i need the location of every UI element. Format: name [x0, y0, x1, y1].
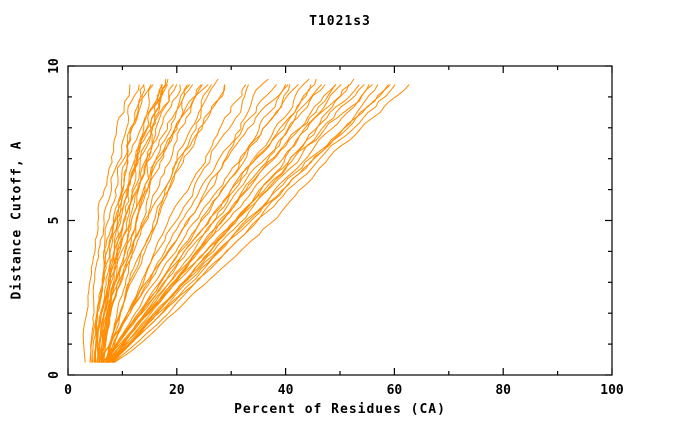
x-tick-label: 20	[169, 383, 185, 398]
data-curve	[107, 84, 350, 363]
data-curve	[105, 84, 370, 363]
data-curve	[107, 84, 299, 363]
data-curve	[107, 84, 373, 363]
x-tick-label: 100	[600, 383, 624, 398]
data-curve	[106, 84, 212, 363]
x-tick-label: 0	[64, 383, 72, 398]
data-curve	[104, 84, 312, 363]
data-curve	[93, 84, 154, 363]
y-tick-label: 0	[47, 371, 62, 379]
data-curve	[113, 84, 410, 364]
data-curve	[89, 84, 140, 363]
x-tick-label: 60	[387, 383, 403, 398]
data-curve	[111, 84, 336, 363]
data-curve	[82, 84, 131, 363]
data-curve	[105, 84, 225, 363]
data-curve	[98, 84, 174, 363]
y-tick-label: 5	[47, 217, 62, 225]
data-curve	[106, 78, 317, 363]
data-curve	[95, 84, 163, 363]
x-tick-label: 80	[495, 383, 511, 398]
data-curve	[97, 84, 277, 363]
x-tick-label: 40	[278, 383, 294, 398]
data-curve	[98, 78, 167, 363]
data-curve	[112, 84, 389, 363]
chart-title: T1021s3	[309, 14, 371, 29]
data-curve	[109, 84, 391, 363]
data-curve	[103, 84, 209, 363]
data-curve	[105, 84, 203, 363]
data-curve	[100, 78, 219, 363]
data-curve	[103, 84, 326, 363]
data-curve	[109, 84, 360, 363]
data-curve	[109, 84, 322, 363]
data-curve	[99, 84, 287, 363]
y-tick-label: 10	[47, 58, 62, 74]
x-axis-label: Percent of Residues (CA)	[234, 402, 446, 417]
y-axis-label: Distance Cutoff, A	[9, 140, 25, 300]
data-curve	[103, 84, 194, 363]
data-curve	[111, 84, 396, 363]
data-curve	[94, 84, 152, 363]
